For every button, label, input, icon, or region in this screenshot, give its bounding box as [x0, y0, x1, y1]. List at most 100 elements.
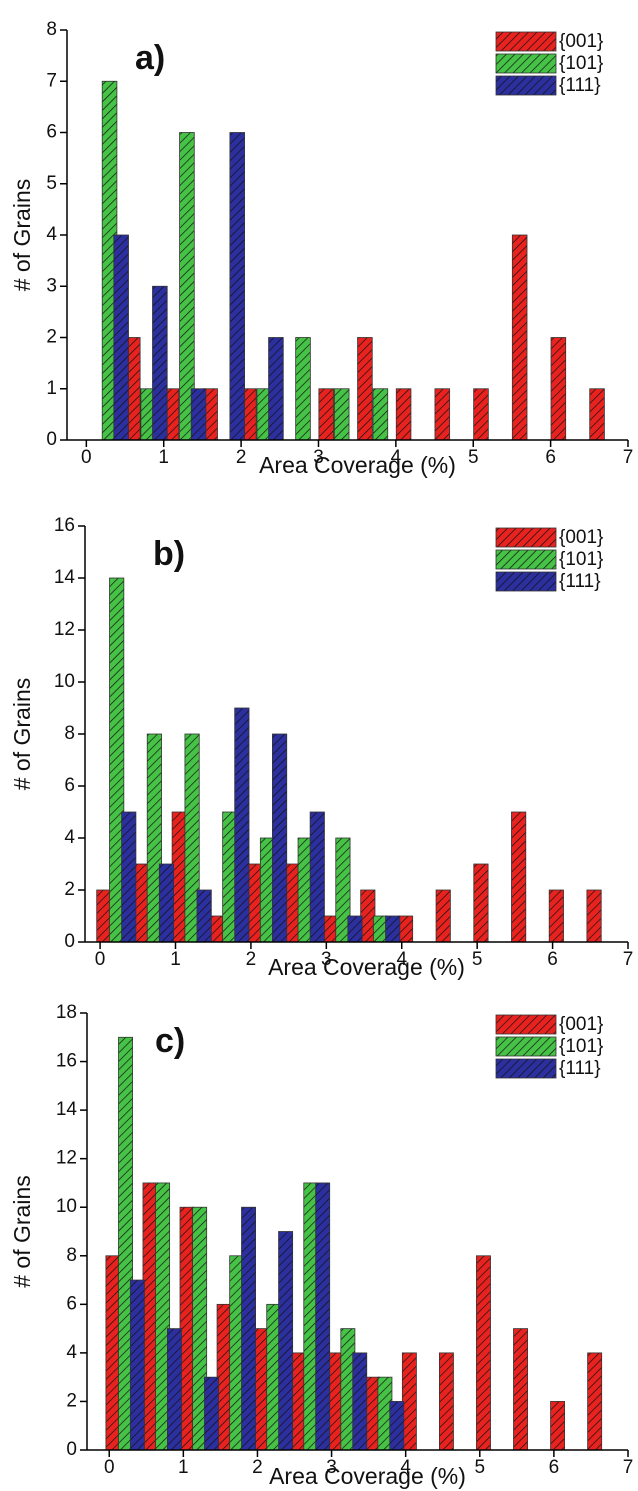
bar	[397, 915, 414, 943]
bar	[589, 388, 605, 441]
bar	[550, 337, 567, 441]
bar	[113, 234, 129, 441]
legend-label: {001}	[559, 527, 603, 548]
x-tick-label: 4	[396, 949, 407, 970]
bar	[360, 889, 376, 943]
y-tick-label: 14	[56, 1099, 78, 1120]
x-tick-label: 4	[400, 1457, 411, 1478]
bar	[278, 1231, 294, 1451]
bar	[272, 733, 288, 943]
bar	[204, 1376, 219, 1451]
bar	[587, 1352, 603, 1451]
x-axis-title: Area Coverage (%)	[269, 1463, 466, 1489]
bar	[234, 707, 250, 943]
legend-label: {001}	[559, 1014, 603, 1035]
bar	[129, 1279, 145, 1451]
x-tick-label: 6	[549, 1457, 560, 1478]
legend-swatch	[495, 53, 557, 74]
bar	[476, 1255, 491, 1451]
x-tick-label: 2	[246, 949, 257, 970]
x-tick-label: 0	[81, 447, 92, 468]
x-tick-label: 6	[545, 447, 556, 468]
x-tick-label: 4	[391, 447, 402, 468]
y-tick-label: 7	[46, 70, 57, 91]
x-tick-label: 5	[468, 447, 479, 468]
x-tick-label: 7	[623, 949, 634, 970]
x-tick-label: 5	[472, 949, 483, 970]
bar	[241, 1206, 256, 1451]
bar	[253, 1328, 269, 1451]
y-tick-label: 2	[64, 879, 75, 900]
legend-swatch	[495, 571, 557, 592]
x-tick-label: 0	[95, 949, 106, 970]
bar	[511, 811, 527, 943]
panel-label: a)	[135, 39, 165, 77]
legend-label: {001}	[559, 31, 603, 52]
x-axis-title: Area Coverage (%)	[259, 452, 456, 478]
y-tick-label: 4	[66, 1342, 77, 1363]
y-tick-label: 6	[46, 122, 57, 143]
bar	[357, 337, 373, 441]
y-tick-label: 8	[66, 1245, 77, 1266]
legend-swatch	[495, 1036, 557, 1057]
bar	[347, 915, 363, 943]
bar	[247, 863, 263, 943]
legend-label: {111}	[559, 571, 601, 592]
legend-label: {101}	[559, 1036, 603, 1057]
x-tick-label: 3	[321, 949, 332, 970]
bar	[438, 1352, 454, 1451]
x-axis-title: Area Coverage (%)	[268, 954, 465, 980]
x-tick-label: 7	[623, 1457, 634, 1478]
y-axis-title: # of Grains	[9, 1175, 35, 1288]
legend-swatch	[495, 527, 557, 548]
bar	[179, 1206, 195, 1451]
bar	[229, 132, 245, 441]
y-tick-label: 8	[64, 723, 75, 744]
bar	[216, 1303, 232, 1451]
legend-swatch	[495, 31, 557, 52]
bar	[435, 889, 451, 943]
x-tick-label: 1	[170, 949, 181, 970]
bar	[268, 337, 284, 441]
bar	[389, 1401, 405, 1451]
y-axis-title: # of Grains	[9, 179, 35, 292]
bar	[190, 388, 207, 441]
legend-swatch	[495, 1058, 557, 1079]
bar	[473, 388, 489, 441]
y-tick-label: 16	[54, 515, 75, 536]
bar	[105, 1255, 121, 1451]
bar	[96, 889, 112, 943]
bar	[133, 863, 150, 943]
x-tick-label: 1	[178, 1457, 189, 1478]
x-tick-label: 6	[547, 949, 558, 970]
bar	[434, 388, 451, 441]
y-tick-label: 10	[54, 671, 75, 692]
x-tick-label: 3	[313, 447, 324, 468]
panel-label: c)	[155, 1022, 185, 1060]
y-tick-label: 6	[66, 1293, 77, 1314]
bar	[152, 285, 168, 441]
bar	[309, 811, 325, 943]
y-tick-label: 2	[66, 1390, 77, 1411]
y-tick-label: 5	[46, 173, 57, 194]
bar	[327, 1352, 343, 1451]
x-tick-label: 3	[326, 1457, 337, 1478]
y-tick-label: 6	[64, 775, 75, 796]
x-tick-label: 2	[236, 447, 247, 468]
bar	[401, 1352, 417, 1451]
bar	[550, 1401, 566, 1451]
bar	[315, 1182, 331, 1451]
y-tick-label: 16	[56, 1051, 77, 1072]
bar	[295, 337, 311, 441]
bar	[372, 388, 389, 441]
bar	[284, 863, 300, 943]
bar	[171, 811, 187, 943]
y-tick-label: 3	[46, 275, 57, 296]
y-tick-label: 4	[64, 827, 75, 848]
y-axis-title: # of Grains	[9, 678, 35, 791]
bar	[142, 1182, 158, 1451]
y-tick-label: 14	[54, 567, 76, 588]
bar	[209, 915, 225, 943]
panel-label: b)	[153, 535, 185, 573]
